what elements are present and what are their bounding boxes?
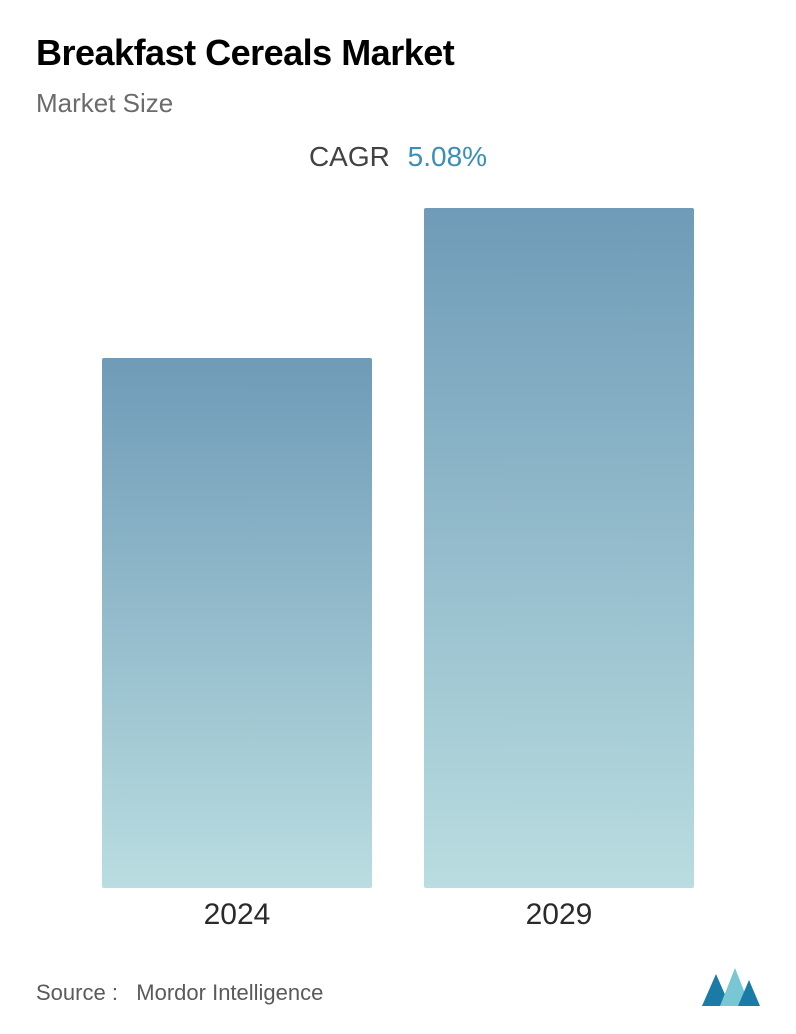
bar-slot-2024	[102, 358, 372, 888]
source-label: Source :	[36, 980, 118, 1005]
page-subtitle: Market Size	[36, 88, 760, 119]
bar-2024	[102, 358, 372, 888]
footer: Source : Mordor Intelligence	[36, 948, 760, 1006]
cagr-row: CAGR 5.08%	[36, 141, 760, 173]
bar-slot-2029	[424, 208, 694, 888]
mordor-logo-icon	[702, 966, 760, 1006]
cagr-value: 5.08%	[408, 141, 487, 172]
x-label-2024: 2024	[102, 898, 372, 932]
source-name: Mordor Intelligence	[136, 980, 323, 1005]
x-label-2029: 2029	[424, 898, 694, 932]
page-title: Breakfast Cereals Market	[36, 32, 760, 74]
bars-container	[36, 198, 760, 888]
cagr-label: CAGR	[309, 141, 390, 172]
bar-2029	[424, 208, 694, 888]
chart-card: Breakfast Cereals Market Market Size CAG…	[0, 0, 796, 1034]
chart-area: 2024 2029	[36, 183, 760, 948]
source-text: Source : Mordor Intelligence	[36, 980, 323, 1006]
x-axis-labels: 2024 2029	[36, 888, 760, 948]
